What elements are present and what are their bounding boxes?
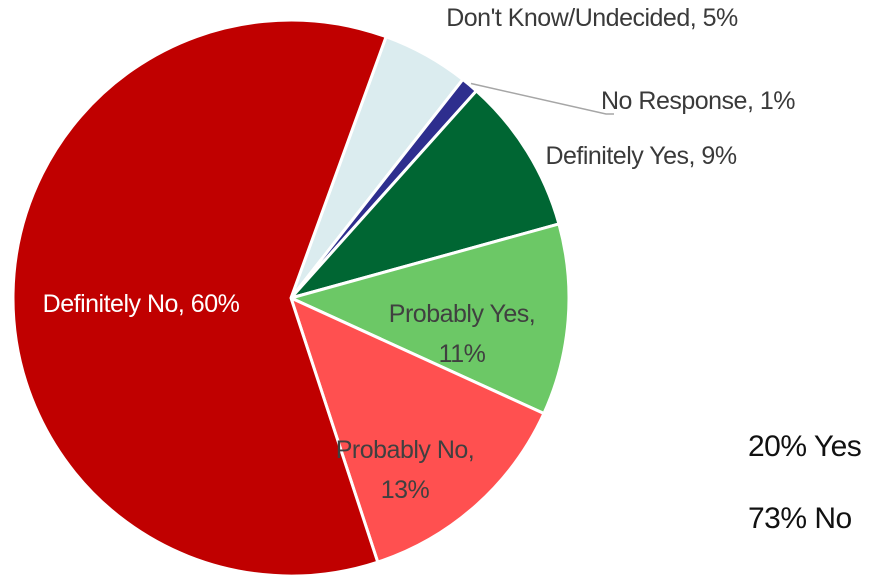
slice-label-definitely-yes-9: Definitely Yes, 9% — [545, 142, 736, 170]
slice-label-definitely-no-60: Definitely No, 60% — [43, 290, 240, 318]
pie-slice-probably-no-13 — [289, 296, 546, 564]
pie-slices — [11, 18, 571, 578]
pie-slice-definitely-yes-9 — [289, 89, 561, 300]
pie-slice-probably-yes-11 — [289, 222, 571, 415]
slice-labels: Don't Know/Undecided, 5% No Response, 1% D… — [43, 4, 796, 504]
leader-lines — [470, 82, 614, 115]
summary-text: 20% Yes 73% No — [748, 430, 862, 535]
pie-slice-definitely-no-60 — [11, 18, 388, 578]
summary-yes: 20% Yes — [748, 430, 861, 463]
leader-line-no-response-1 — [470, 82, 614, 115]
slice-label-probably-no-13: Probably No, 13% — [336, 436, 475, 504]
summary-no: 73% No — [748, 502, 852, 535]
slice-label-no-response-1: No Response, 1% — [601, 87, 795, 115]
slice-label-probably-yes-11: Probably Yes, 11% — [389, 300, 535, 368]
slice-label-don-t-know-undecided-5: Don't Know/Undecided, 5% — [446, 4, 738, 32]
